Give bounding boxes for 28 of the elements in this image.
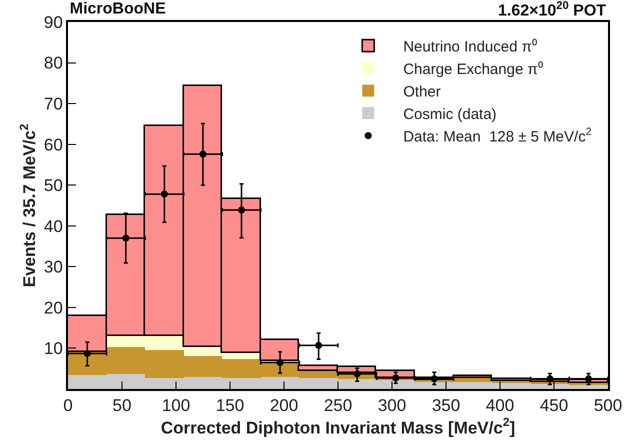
x-tick-label: 250 [324, 396, 352, 416]
x-tick-label: 350 [432, 396, 460, 416]
y-tick-label: 90 [44, 12, 63, 32]
y-tick-label: 20 [44, 298, 63, 318]
y-tick-label: 80 [44, 54, 63, 73]
legend-label: Data: Mean 128 ± 5 MeV/c$^{2}$ [403, 126, 592, 146]
x-tick-label: 50 [112, 396, 132, 416]
x-tick-label: 0 [63, 396, 73, 416]
y-tick-label: 30 [44, 258, 63, 277]
x-tick-label: 500 [594, 396, 622, 416]
x-tick-label: 200 [270, 396, 298, 416]
x-tick-label: 300 [378, 396, 406, 416]
y-tick-label: 70 [44, 94, 63, 114]
y-tick-label: 60 [44, 135, 63, 154]
y-tick-label: 40 [44, 216, 63, 236]
x-axis-title: Corrected Diphoton Invariant Mass [MeV/c$^{2}$] [160, 415, 516, 438]
x-tick-label: 400 [486, 396, 514, 416]
legend-label: Cosmic (data) [403, 106, 497, 123]
text: 1.62×10$^{20}$ POT [498, 0, 606, 20]
legend-label: Other [403, 83, 441, 100]
y-tick-label: 10 [44, 339, 63, 358]
y-tick-label: 50 [44, 176, 63, 196]
legend-label: Charge Exchange π⁰ [403, 60, 543, 78]
legend-label: Neutrino Induced π⁰ [403, 38, 537, 56]
chart-title: MicroBooNE [70, 0, 166, 18]
x-tick-label: 150 [216, 396, 244, 416]
x-tick-label: 100 [162, 396, 190, 416]
x-tick-label: 450 [540, 396, 568, 416]
